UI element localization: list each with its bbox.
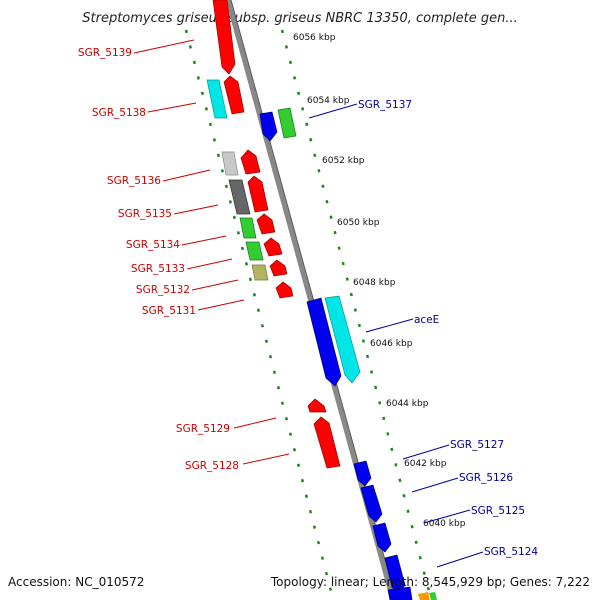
scale-label: 6052 kbp <box>322 156 365 166</box>
scale-label: 6046 kbp <box>370 339 413 349</box>
gene-sgr-5139[interactable] <box>212 0 236 75</box>
gene-sgr-5131[interactable] <box>275 281 294 299</box>
gene-sgr-5137[interactable] <box>259 111 278 142</box>
scale-label: 6056 kbp <box>293 33 336 43</box>
gene-sgr-5132[interactable] <box>269 259 288 277</box>
scale-label: 6040 kbp <box>423 519 466 529</box>
gene-sgr-5126[interactable] <box>360 484 383 523</box>
gene-sgr-5135-grey[interactable] <box>228 179 251 215</box>
leader-line <box>162 169 211 182</box>
gene-label[interactable]: SGR_5134 <box>126 239 180 251</box>
reverse-track-ticks <box>184 29 334 596</box>
leader-line <box>147 102 197 113</box>
gene-sgr-5134-green[interactable] <box>239 217 257 239</box>
gene-label[interactable]: SGR_5139 <box>78 47 132 59</box>
gene-sgr-5129[interactable] <box>307 398 327 413</box>
gene-sgr-5134[interactable] <box>256 213 276 235</box>
gene-sgr-5125[interactable] <box>372 522 392 553</box>
gene-sgr-5133[interactable] <box>263 237 283 257</box>
gene-label[interactable]: SGR_5128 <box>185 460 239 472</box>
leader-line <box>191 279 239 291</box>
gene-sgr-5132-olive[interactable] <box>251 264 269 281</box>
gene-label[interactable]: SGR_5131 <box>142 305 196 317</box>
leader-line <box>186 258 233 270</box>
leader-line <box>197 299 245 311</box>
gene-label[interactable]: SGR_5125 <box>471 505 525 517</box>
gene-label[interactable]: SGR_5126 <box>459 472 513 484</box>
gene-label[interactable]: SGR_5127 <box>450 439 504 451</box>
scale-label: 6044 kbp <box>386 399 429 409</box>
gene-label[interactable]: SGR_5124 <box>484 546 538 558</box>
leader-line <box>181 235 227 246</box>
leader-line <box>173 204 219 215</box>
gene-sgr-5124-partial[interactable] <box>387 586 413 600</box>
gene-edge-green[interactable] <box>429 592 437 600</box>
leader-line <box>423 509 471 524</box>
gene-label[interactable]: SGR_5129 <box>176 423 230 435</box>
map-title: Streptomyces griseus subsp. griseus NBRC… <box>82 11 517 26</box>
leader-line <box>133 39 195 54</box>
gene-acee-cyan[interactable] <box>324 295 361 384</box>
scale-label: 6050 kbp <box>337 218 380 228</box>
gene-label[interactable]: SGR_5133 <box>131 263 185 275</box>
leader-line <box>402 444 450 460</box>
gene-label[interactable]: SGR_5132 <box>136 284 190 296</box>
gene-sgr-5138[interactable] <box>223 75 245 115</box>
reverse-gene-labels <box>133 39 290 465</box>
scale-label: 6048 kbp <box>353 278 396 288</box>
gene-label[interactable]: SGR_5135 <box>118 208 172 220</box>
gene-sgr-5133-green[interactable] <box>245 241 264 261</box>
leader-line <box>233 417 277 429</box>
gene-sgr-5128[interactable] <box>313 416 341 469</box>
leader-line <box>242 453 290 465</box>
topology-label: Topology: linear; Length: 8,545,929 bp; … <box>270 575 590 589</box>
gene-sgr-5136[interactable] <box>240 149 261 175</box>
accession-label: Accession: NC_010572 <box>8 575 144 589</box>
leader-line <box>308 103 358 119</box>
gene-sgr-5137-adj-grey[interactable] <box>221 151 239 176</box>
gene-edge-orange[interactable] <box>418 592 430 600</box>
gene-label[interactable]: SGR_5138 <box>92 107 146 119</box>
reverse-gene-label-text: SGR_5139 SGR_5138 SGR_5136 SGR_5135 SGR_… <box>78 47 239 472</box>
leader-line <box>411 477 459 493</box>
gene-sgr-5138-cyan[interactable] <box>206 79 228 119</box>
gene-sgr-5137-green[interactable] <box>277 107 297 139</box>
forward-track-ticks <box>280 29 432 596</box>
gene-sgr-5127[interactable] <box>353 460 372 487</box>
gene-label[interactable]: aceE <box>414 314 439 326</box>
scale-label: 6042 kbp <box>404 459 447 469</box>
gene-acee[interactable] <box>306 297 342 387</box>
forward-genes <box>259 107 437 600</box>
forward-gene-label-text: SGR_5137 aceE SGR_5127 SGR_5126 SGR_5125… <box>358 99 538 558</box>
leader-line <box>365 318 414 333</box>
leader-line <box>436 551 484 568</box>
reverse-genes <box>206 0 341 469</box>
gene-label[interactable]: SGR_5137 <box>358 99 412 111</box>
gene-sgr-5135[interactable] <box>247 175 269 213</box>
forward-gene-labels <box>308 103 484 568</box>
scale-labels: 6056 kbp 6054 kbp 6052 kbp 6050 kbp 6048… <box>293 33 466 529</box>
scale-label: 6054 kbp <box>307 96 350 106</box>
gene-label[interactable]: SGR_5136 <box>107 175 161 187</box>
